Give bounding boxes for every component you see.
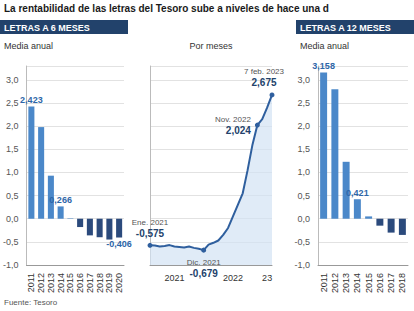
svg-text:2,5: 2,5 [297,98,310,108]
svg-text:2,0: 2,0 [297,121,310,131]
svg-text:3,158: 3,158 [312,61,335,71]
svg-text:2022: 2022 [223,273,243,283]
svg-text:-0,679: -0,679 [190,268,219,279]
svg-text:0,0: 0,0 [6,214,19,224]
svg-text:2014: 2014 [56,273,66,293]
svg-text:3,0: 3,0 [297,75,310,85]
svg-text:2020: 2020 [114,273,124,293]
svg-text:0,421: 0,421 [346,188,369,198]
svg-text:LETRAS A 12 MESES: LETRAS A 12 MESES [300,23,391,33]
svg-text:2018: 2018 [397,273,407,293]
svg-text:2,675: 2,675 [251,77,276,88]
svg-text:2,024: 2,024 [226,125,251,136]
svg-text:Dic. 2021: Dic. 2021 [187,258,221,267]
svg-text:-1,0: -1,0 [294,260,310,270]
svg-text:2019: 2019 [104,273,114,293]
svg-text:LETRAS A 6 MESES: LETRAS A 6 MESES [4,23,90,33]
svg-text:2017: 2017 [386,273,396,293]
svg-text:2018: 2018 [95,273,105,293]
svg-text:0,266: 0,266 [49,195,72,205]
svg-text:1,0: 1,0 [6,167,19,177]
svg-text:2014: 2014 [352,273,362,293]
svg-text:2,423: 2,423 [20,95,43,105]
svg-text:2013: 2013 [341,273,351,293]
svg-text:3,0: 3,0 [6,75,19,85]
svg-text:2021: 2021 [164,273,184,283]
svg-text:Fuente: Tesoro: Fuente: Tesoro [4,298,58,307]
svg-text:2016: 2016 [75,273,85,293]
svg-text:Nov. 2022: Nov. 2022 [215,115,251,124]
svg-text:2011: 2011 [26,273,36,292]
svg-text:2,0: 2,0 [6,121,19,131]
svg-text:-0,406: -0,406 [106,239,132,249]
svg-text:-0,575: -0,575 [136,228,165,239]
svg-text:-0,5: -0,5 [3,237,19,247]
svg-text:Ene. 2021: Ene. 2021 [132,218,169,227]
svg-text:Media anual: Media anual [300,41,349,51]
svg-text:2015: 2015 [364,273,374,293]
svg-text:2012: 2012 [330,273,340,293]
svg-text:2016: 2016 [375,273,385,293]
svg-text:-0,5: -0,5 [294,237,310,247]
svg-text:La rentabilidad de las letras: La rentabilidad de las letras del Tesoro… [4,3,329,14]
svg-text:Por meses: Por meses [189,41,233,51]
svg-text:2012: 2012 [36,273,46,293]
svg-text:Media anual: Media anual [4,41,53,51]
svg-text:7 feb. 2023: 7 feb. 2023 [244,67,285,76]
svg-text:-1,0: -1,0 [3,260,19,270]
svg-text:2,5: 2,5 [6,98,19,108]
svg-text:0,5: 0,5 [297,191,310,201]
svg-text:0,0: 0,0 [297,214,310,224]
svg-text:2013: 2013 [46,273,56,293]
svg-text:1,0: 1,0 [297,167,310,177]
svg-text:1,5: 1,5 [6,144,19,154]
svg-text:0,5: 0,5 [6,191,19,201]
svg-text:23: 23 [262,273,272,283]
svg-text:1,5: 1,5 [297,144,310,154]
svg-text:2015: 2015 [65,273,75,293]
svg-text:2011: 2011 [319,273,329,292]
svg-text:2017: 2017 [85,273,95,293]
